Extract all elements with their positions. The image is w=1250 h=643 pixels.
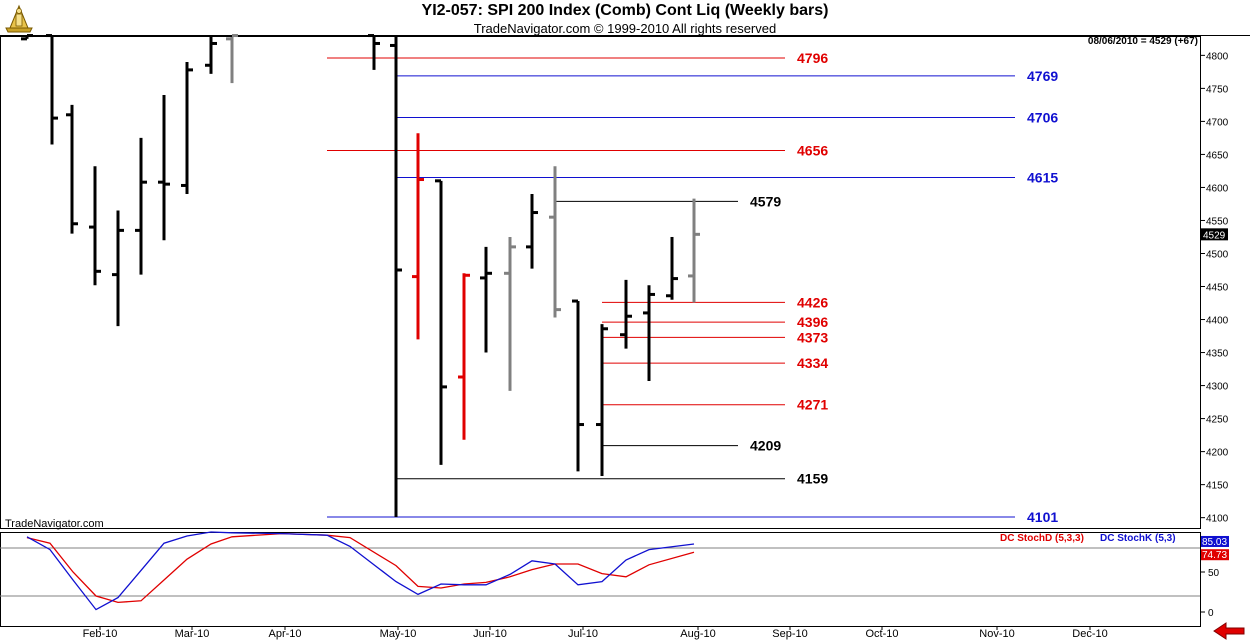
ohlc-bar	[435, 179, 447, 465]
stoch-k-value-label: 85.03	[1202, 537, 1227, 548]
time-tick-label: Aug-10	[680, 628, 715, 640]
level-label-4159: 4159	[797, 471, 828, 487]
price-tick-label: 4800	[1206, 51, 1229, 62]
price-tick-label: 4500	[1206, 249, 1229, 260]
price-tick-label: 4550	[1206, 216, 1229, 227]
ohlc-bar	[412, 133, 424, 340]
ohlc-bar	[158, 94, 170, 241]
ohlc-bar	[112, 210, 124, 327]
ohlc-bar	[181, 61, 193, 195]
level-label-4656: 4656	[797, 142, 828, 158]
time-tick-label: Apr-10	[268, 628, 301, 640]
time-tick-label: May-10	[380, 628, 417, 640]
ohlc-bar	[596, 324, 608, 477]
price-tick-label: 4300	[1206, 382, 1229, 393]
price-tick-label: 4350	[1206, 349, 1229, 360]
price-tick-label: 4200	[1206, 448, 1229, 459]
level-label-4373: 4373	[797, 329, 828, 345]
time-tick-label: Sep-10	[772, 628, 807, 640]
price-axis: 4100 4150 4200 4250 4300 4350 4400 4450 4500 4550…	[1200, 51, 1229, 525]
tradenavigator-logo-icon	[5, 4, 33, 33]
ohlc-bar	[620, 279, 632, 349]
stoch-k-value-tag	[1201, 535, 1229, 547]
level-label-4579: 4579	[750, 193, 781, 209]
ohlc-bar	[368, 34, 380, 70]
level-label-4271: 4271	[797, 397, 828, 413]
ohlc-bar	[21, 34, 33, 41]
level-label-4769: 4769	[1027, 68, 1058, 84]
ohlc-bar	[572, 299, 584, 472]
scroll-left-arrow-icon[interactable]	[1212, 622, 1246, 640]
ohlc-bar	[46, 34, 58, 145]
price-tick-label: 4600	[1206, 183, 1229, 194]
stoch-d-line	[26, 532, 695, 604]
last-price-readout: 08/06/2010 = 4529 (+67)	[1087, 36, 1198, 47]
price-tick-label: 4100	[1206, 514, 1229, 525]
time-tick-label: Oct-10	[865, 628, 898, 640]
time-axis: Feb-10 Mar-10 Apr-10 May-10 Jun-10 Jul-10 Aug-…	[83, 626, 1108, 640]
level-label-4396: 4396	[797, 314, 828, 330]
level-label-4101: 4101	[1027, 509, 1058, 525]
ohlc-bar	[226, 34, 238, 84]
last-price-tag-label: 4529	[1203, 230, 1226, 241]
stochastic-panel: 0 50 85.03 74.73	[0, 531, 1229, 619]
level-label-4334: 4334	[797, 355, 828, 371]
legend-stoch-k: DC StochK (5,3)	[1100, 533, 1176, 544]
ohlc-bar	[205, 37, 217, 74]
level-label-4426: 4426	[797, 294, 828, 310]
stoch-d-value-tag	[1201, 549, 1229, 561]
price-tick-label: 4700	[1206, 117, 1229, 128]
ohlc-bar	[643, 285, 655, 381]
time-tick-label: Mar-10	[175, 628, 210, 640]
last-price-tag	[1201, 228, 1228, 241]
time-tick-label: Nov-10	[979, 628, 1014, 640]
level-label-4706: 4706	[1027, 109, 1058, 125]
time-tick-label: Dec-10	[1072, 628, 1107, 640]
stoch-tick-label: 0	[1208, 608, 1214, 619]
ohlc-bar	[504, 236, 516, 391]
ohlc-bar	[458, 273, 470, 440]
level-label-4615: 4615	[1027, 170, 1058, 186]
ohlc-bars	[21, 34, 700, 517]
level-label-4796: 4796	[797, 50, 828, 66]
ohlc-bar	[135, 137, 147, 275]
time-tick-label: Jul-10	[568, 628, 598, 640]
chart-title: YI2-057: SPI 200 Index (Comb) Cont Liq (…	[421, 2, 829, 19]
price-panel-frame	[0, 36, 1201, 529]
price-tick-label: 4750	[1206, 84, 1229, 95]
ohlc-bar	[390, 37, 402, 517]
ohlc-bar	[480, 246, 492, 353]
panel-frames	[0, 35, 1250, 627]
ohlc-bar	[526, 194, 538, 269]
stochastic-panel-frame	[0, 532, 1201, 627]
ohlc-bar	[666, 236, 678, 300]
price-tick-label: 4650	[1206, 150, 1229, 161]
time-tick-label: Feb-10	[83, 628, 118, 640]
price-tick-label: 4450	[1206, 283, 1229, 294]
ohlc-bar	[89, 166, 101, 286]
ohlc-bar	[688, 198, 700, 303]
stoch-k-line	[26, 531, 695, 611]
legend-stoch-d: DC StochD (5,3,3)	[1000, 533, 1084, 544]
stoch-tick-label: 50	[1208, 568, 1220, 579]
watermark-text: TradeNavigator.com	[5, 518, 104, 530]
ohlc-bar	[549, 166, 561, 318]
level-label-4209: 4209	[750, 438, 781, 454]
copyright-subtitle: TradeNavigator.com © 1999-2010 All right…	[473, 21, 777, 36]
stoch-d-value-label: 74.73	[1202, 550, 1227, 561]
price-tick-label: 4400	[1206, 316, 1229, 327]
time-tick-label: Jun-10	[473, 628, 507, 640]
price-tick-label: 4150	[1206, 481, 1229, 492]
ohlc-bar	[66, 104, 78, 234]
price-tick-label: 4250	[1206, 415, 1229, 426]
